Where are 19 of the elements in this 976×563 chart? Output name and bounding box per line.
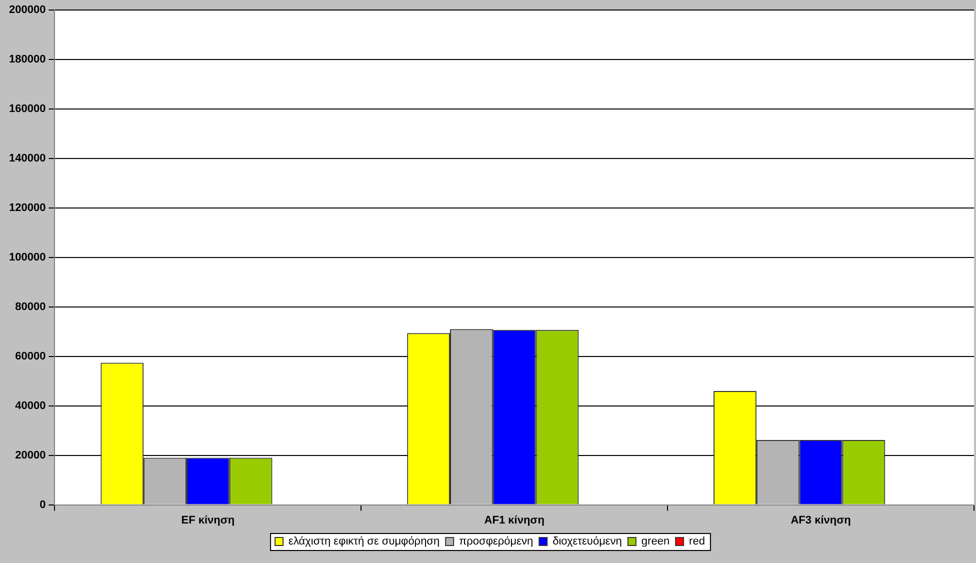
x-tick-label: AF3 κίνηση bbox=[790, 514, 852, 526]
y-tick-label: 20000 bbox=[15, 449, 46, 462]
y-tick-label: 80000 bbox=[15, 300, 46, 313]
x-tick-label: AF1 κίνηση bbox=[484, 514, 545, 526]
y-tick-label: 60000 bbox=[15, 350, 46, 362]
legend-label: green bbox=[641, 536, 670, 548]
y-tick-label: 0 bbox=[40, 498, 46, 511]
legend-label: προσφερόμενη bbox=[459, 536, 534, 548]
legend-label: διοχετευόμενη bbox=[552, 536, 622, 548]
y-tick-label: 200000 bbox=[8, 4, 46, 16]
legend-label: ελάχιστη εφικτή σε συμφόρηση bbox=[288, 536, 440, 548]
y-tick-label: 120000 bbox=[8, 202, 46, 214]
y-tick-label: 160000 bbox=[8, 102, 46, 115]
y-tick-label: 140000 bbox=[8, 152, 46, 164]
x-tick-label: EF κίνηση bbox=[181, 514, 235, 526]
y-tick-label: 180000 bbox=[8, 54, 46, 66]
y-tick-label: 40000 bbox=[15, 400, 46, 412]
legend-label: red bbox=[689, 536, 705, 548]
y-tick-label: 100000 bbox=[8, 251, 46, 264]
